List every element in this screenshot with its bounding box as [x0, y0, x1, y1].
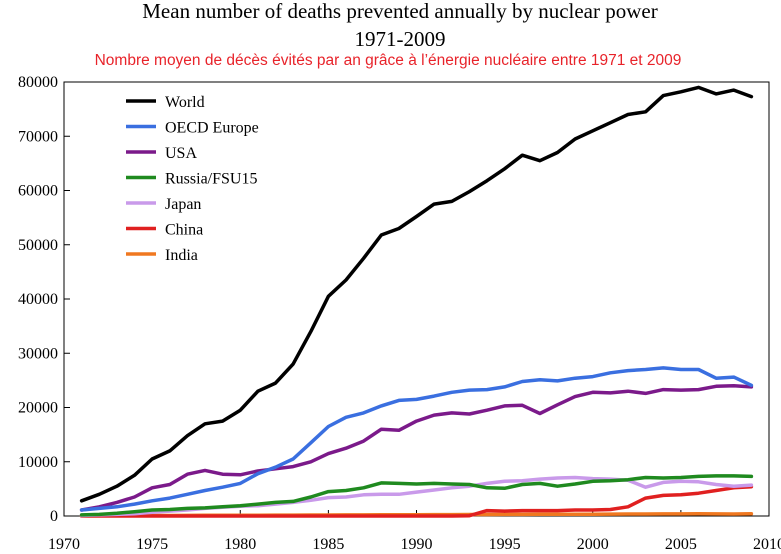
y-tick-label: 40000 [18, 291, 58, 308]
y-tick-label: 10000 [18, 454, 58, 471]
x-tick-label: 1995 [489, 536, 521, 553]
x-tick-label: 1980 [224, 536, 256, 553]
series-line-russia-fsu15 [79, 474, 754, 517]
x-tick-label: 2010 [753, 536, 781, 553]
y-tick-label: 20000 [18, 400, 58, 417]
x-tick-label: 2000 [577, 536, 609, 553]
chart-subtitle-french: Nombre moyen de décès évités par an grâc… [95, 52, 682, 69]
x-tick-label: 1990 [401, 536, 433, 553]
y-tick-label: 50000 [18, 237, 58, 254]
series-line-world [79, 85, 754, 503]
legend-label-oecd-europe: OECD Europe [165, 120, 259, 137]
legend-label-india: India [165, 247, 198, 264]
series-line-china [79, 484, 754, 518]
x-tick-label: 1970 [48, 536, 80, 553]
series-lines [79, 85, 754, 518]
series-line-usa [79, 384, 754, 512]
legend-label-russia-fsu15: Russia/FSU15 [165, 171, 257, 188]
y-tick-label: 30000 [18, 345, 58, 362]
legend-label-china: China [165, 222, 203, 239]
chart-title-line-1: Mean number of deaths prevented annually… [142, 0, 657, 23]
y-tick-label: 60000 [18, 183, 58, 200]
y-tick-label: 0 [50, 508, 58, 525]
x-tick-label: 1985 [312, 536, 344, 553]
y-tick-label: 70000 [18, 128, 58, 145]
y-tick-label: 80000 [18, 74, 58, 91]
legend-label-japan: Japan [165, 196, 201, 213]
chart-title-line-2: 1971-2009 [355, 27, 446, 51]
x-tick-label: 1975 [136, 536, 168, 553]
x-axis: 1970 1975 1980 1985 1990 1995 2000 2005 2010 [48, 510, 781, 553]
series-line-oecd-europe [79, 366, 754, 512]
legend-label-world: World [165, 94, 205, 111]
legend-label-usa: USA [165, 145, 197, 162]
legend: World OECD Europe USA Russia/FSU15 Japan Chin… [126, 94, 259, 264]
y-axis: 0 10000 20000 30000 40000 50000 60000 70000 8000… [18, 74, 70, 525]
x-tick-label: 2005 [665, 536, 697, 553]
